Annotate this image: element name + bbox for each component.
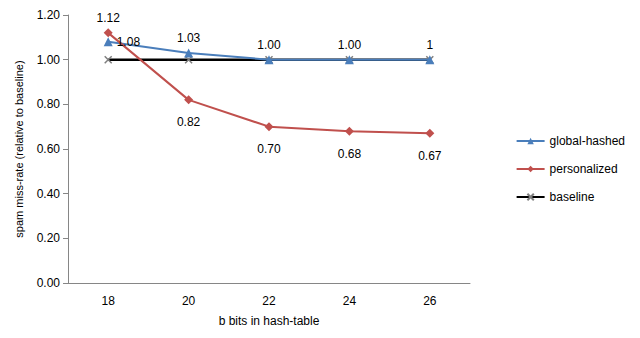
svg-text:0.60: 0.60: [37, 142, 61, 156]
svg-text:1.00: 1.00: [37, 53, 61, 67]
svg-text:18: 18: [102, 294, 116, 308]
svg-text:0.70: 0.70: [257, 142, 281, 156]
svg-text:b bits in hash-table: b bits in hash-table: [219, 314, 320, 328]
svg-text:personalized: personalized: [550, 162, 618, 176]
svg-text:1.08: 1.08: [117, 35, 141, 49]
svg-text:1.12: 1.12: [97, 11, 121, 25]
svg-text:22: 22: [262, 294, 276, 308]
svg-text:0.68: 0.68: [338, 147, 362, 161]
svg-text:0.82: 0.82: [177, 115, 201, 129]
svg-text:20: 20: [182, 294, 196, 308]
svg-text:baseline: baseline: [550, 190, 595, 204]
svg-text:1.03: 1.03: [177, 31, 201, 45]
svg-text:1.00: 1.00: [257, 38, 281, 52]
svg-text:spam miss-rate (relative to ba: spam miss-rate (relative to baseline): [13, 60, 25, 237]
svg-text:1.20: 1.20: [37, 8, 61, 22]
svg-text:24: 24: [343, 294, 357, 308]
svg-text:1.00: 1.00: [338, 38, 362, 52]
svg-text:0.80: 0.80: [37, 97, 61, 111]
svg-text:0.20: 0.20: [37, 231, 61, 245]
svg-text:0.00: 0.00: [37, 276, 61, 290]
svg-text:0.40: 0.40: [37, 187, 61, 201]
svg-text:0.67: 0.67: [418, 149, 442, 163]
svg-text:1: 1: [426, 38, 433, 52]
svg-text:global-hashed: global-hashed: [550, 134, 625, 148]
svg-text:26: 26: [423, 294, 437, 308]
